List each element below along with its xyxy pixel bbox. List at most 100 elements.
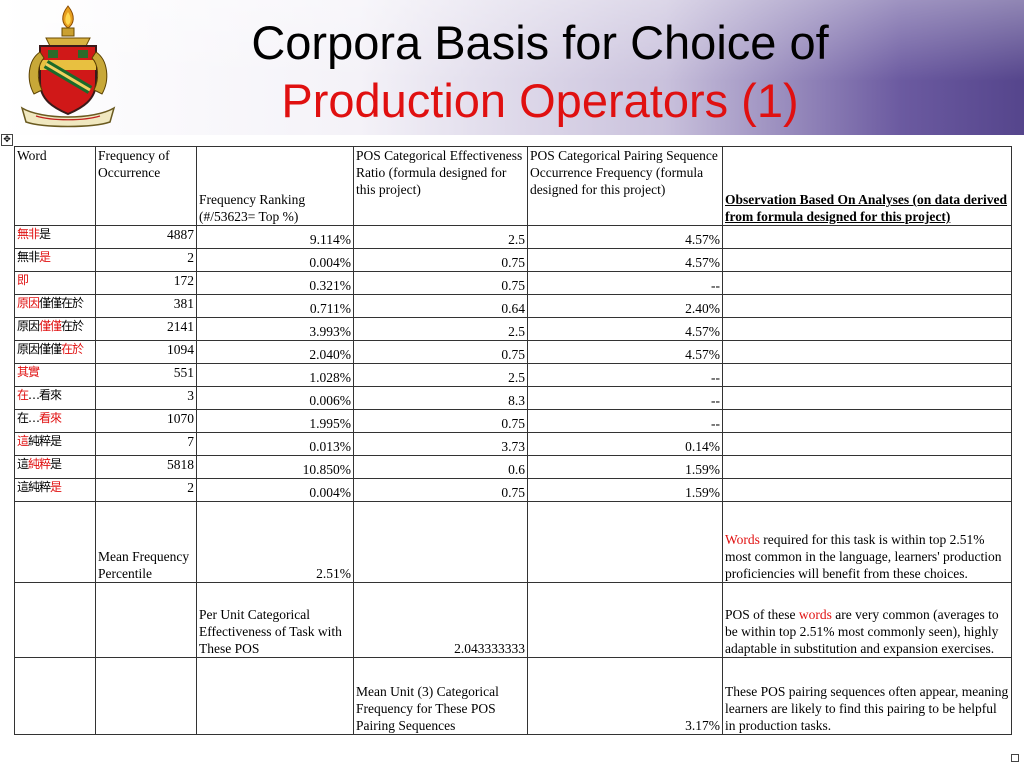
frequency-cell: 5818 bbox=[95, 455, 197, 479]
pair-observation: These POS pairing sequences often appear… bbox=[722, 657, 1012, 735]
table-move-handle-icon[interactable]: ✥ bbox=[1, 134, 13, 146]
ratio-cell: 0.64 bbox=[353, 294, 528, 318]
ranking-cell: 0.006% bbox=[196, 386, 354, 410]
observation-cell bbox=[722, 478, 1012, 502]
word-text: …看來 bbox=[28, 388, 62, 402]
per-unit-row: Per Unit Categorical Effectiveness of Ta… bbox=[14, 582, 1012, 658]
corpora-table: Word Frequency of Occurrence Frequency R… bbox=[14, 146, 1012, 735]
header-frequency: Frequency of Occurrence bbox=[95, 146, 197, 226]
pairing-cell: 1.59% bbox=[527, 455, 723, 479]
word-cell: 這純粹是 bbox=[14, 432, 96, 456]
word-text: 在… bbox=[17, 411, 40, 425]
ranking-cell: 0.004% bbox=[196, 248, 354, 272]
pairing-cell: 1.59% bbox=[527, 478, 723, 502]
frequency-cell: 172 bbox=[95, 271, 197, 295]
word-text: 是 bbox=[50, 457, 62, 471]
pair-value: 3.17% bbox=[527, 657, 723, 735]
header-observation: Observation Based On Analyses (on data d… bbox=[722, 146, 1012, 226]
word-cell: 原因僅僅在於 bbox=[14, 294, 96, 318]
word-text: 是 bbox=[39, 227, 51, 241]
ranking-cell: 0.711% bbox=[196, 294, 354, 318]
mean-obs-text: required for this task is within top 2.5… bbox=[725, 532, 1002, 581]
observation-cell bbox=[722, 455, 1012, 479]
frequency-cell: 381 bbox=[95, 294, 197, 318]
table-row: 這純粹是 2 0.004% 0.75 1.59% bbox=[14, 478, 1012, 502]
word-highlight: 在於 bbox=[61, 342, 84, 356]
frequency-cell: 3 bbox=[95, 386, 197, 410]
title-line-1: Corpora Basis for Choice of bbox=[251, 16, 829, 69]
ratio-cell: 0.75 bbox=[353, 248, 528, 272]
table-row: 即 172 0.321% 0.75 -- bbox=[14, 271, 1012, 295]
pairing-row: Mean Unit (3) Categorical Frequency for … bbox=[14, 657, 1012, 735]
table-row: 無非是 4887 9.114% 2.5 4.57% bbox=[14, 225, 1012, 249]
ranking-cell: 0.321% bbox=[196, 271, 354, 295]
mean-obs-words: Words bbox=[725, 532, 760, 547]
observation-cell bbox=[722, 248, 1012, 272]
ranking-cell: 3.993% bbox=[196, 317, 354, 341]
ratio-cell: 0.75 bbox=[353, 340, 528, 364]
ranking-cell: 1.028% bbox=[196, 363, 354, 387]
pairing-cell: 4.57% bbox=[527, 317, 723, 341]
mean-blank-ratio bbox=[353, 501, 528, 583]
pair-label: Mean Unit (3) Categorical Frequency for … bbox=[353, 657, 528, 735]
pairing-cell: 4.57% bbox=[527, 225, 723, 249]
ranking-cell: 0.004% bbox=[196, 478, 354, 502]
mean-frequency-row: Mean Frequency Percentile 2.51% Words re… bbox=[14, 501, 1012, 583]
header-row: Word Frequency of Occurrence Frequency R… bbox=[14, 146, 1012, 226]
ratio-cell: 0.75 bbox=[353, 409, 528, 433]
frequency-cell: 2141 bbox=[95, 317, 197, 341]
word-highlight: 無非 bbox=[17, 227, 40, 241]
word-text: 這純粹 bbox=[17, 480, 51, 494]
table-resize-handle[interactable] bbox=[1011, 754, 1019, 762]
header-ratio: POS Categorical Effectiveness Ratio (for… bbox=[353, 146, 528, 226]
pair-blank-word bbox=[14, 657, 96, 735]
ranking-cell: 9.114% bbox=[196, 225, 354, 249]
word-highlight: 是 bbox=[50, 480, 62, 494]
mean-label: Mean Frequency Percentile bbox=[95, 501, 197, 583]
word-cell: 原因僅僅在於 bbox=[14, 317, 96, 341]
observation-cell bbox=[722, 271, 1012, 295]
word-highlight: 原因 bbox=[17, 296, 40, 310]
header-word: Word bbox=[14, 146, 96, 226]
word-cell: 無非是 bbox=[14, 225, 96, 249]
ratio-cell: 3.73 bbox=[353, 432, 528, 456]
unit-obs-pre: POS of these bbox=[725, 607, 799, 622]
observation-cell bbox=[722, 317, 1012, 341]
table-row: 這純粹是 7 0.013% 3.73 0.14% bbox=[14, 432, 1012, 456]
word-text: 僅僅在於 bbox=[39, 296, 84, 310]
ratio-cell: 0.6 bbox=[353, 455, 528, 479]
frequency-cell: 2 bbox=[95, 248, 197, 272]
word-text: 無非 bbox=[17, 250, 40, 264]
word-highlight: 是 bbox=[39, 250, 51, 264]
unit-blank-word bbox=[14, 582, 96, 658]
header-observation-text: Observation Based On Analyses (on data d… bbox=[725, 192, 1008, 224]
word-text: 原因 bbox=[17, 319, 40, 333]
ratio-cell: 2.5 bbox=[353, 363, 528, 387]
word-text: 在於 bbox=[61, 319, 84, 333]
frequency-cell: 1070 bbox=[95, 409, 197, 433]
frequency-cell: 1094 bbox=[95, 340, 197, 364]
pairing-cell: -- bbox=[527, 363, 723, 387]
table-row: 這純粹是 5818 10.850% 0.6 1.59% bbox=[14, 455, 1012, 479]
observation-cell bbox=[722, 409, 1012, 433]
ranking-cell: 1.995% bbox=[196, 409, 354, 433]
ratio-cell: 0.75 bbox=[353, 478, 528, 502]
table-row: 無非是 2 0.004% 0.75 4.57% bbox=[14, 248, 1012, 272]
observation-cell bbox=[722, 225, 1012, 249]
title-banner bbox=[0, 0, 1024, 135]
pair-blank-frequency bbox=[95, 657, 197, 735]
word-highlight: 這 bbox=[17, 434, 29, 448]
ratio-cell: 0.75 bbox=[353, 271, 528, 295]
pair-blank-ranking bbox=[196, 657, 354, 735]
word-cell: 在…看來 bbox=[14, 386, 96, 410]
word-highlight: 即 bbox=[17, 273, 29, 287]
word-highlight: 在 bbox=[17, 388, 29, 402]
observation-cell bbox=[722, 294, 1012, 318]
table-row: 原因僅僅在於 381 0.711% 0.64 2.40% bbox=[14, 294, 1012, 318]
word-text: 這 bbox=[17, 457, 29, 471]
banner-gloss bbox=[0, 0, 1024, 135]
frequency-cell: 551 bbox=[95, 363, 197, 387]
pairing-cell: -- bbox=[527, 409, 723, 433]
word-cell: 原因僅僅在於 bbox=[14, 340, 96, 364]
table-row: 原因僅僅在於 2141 3.993% 2.5 4.57% bbox=[14, 317, 1012, 341]
